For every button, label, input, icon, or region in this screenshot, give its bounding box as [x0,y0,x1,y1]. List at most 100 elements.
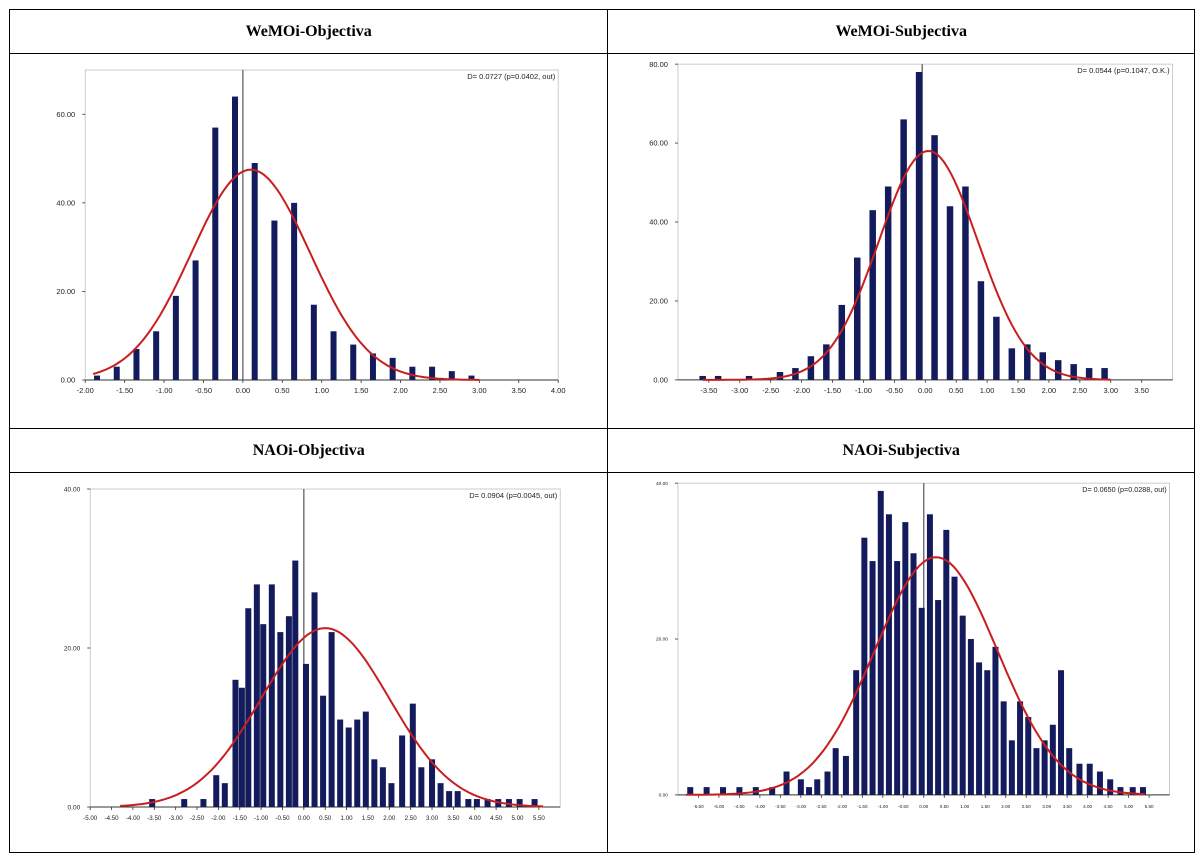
histogram-bar [1050,724,1057,795]
histogram-bar [260,624,267,807]
y-tick-label: 0.00 [68,804,81,811]
histogram-bar [1001,701,1008,795]
histogram-bar [1039,352,1047,380]
histogram-bar [853,670,860,795]
x-tick-label: 1.50 [354,386,369,395]
x-tick-label: 0.00 [236,386,251,395]
normal-fit-curve [703,150,1112,381]
histogram-bar [1009,740,1016,795]
histogram-bar [328,632,335,807]
histogram-bar [473,799,480,807]
x-tick-label: -2.50 [190,815,205,822]
x-tick-label: -4.00 [126,815,141,822]
histogram-bar [687,787,694,795]
histogram-bar [960,615,967,795]
x-tick-label: -3.00 [732,386,749,395]
histogram-bar [231,96,238,381]
histogram-bar [448,371,455,380]
x-tick-label: 0.00 [298,815,311,822]
x-tick-label: -3.00 [796,804,807,809]
histogram-bar [992,646,999,795]
x-tick-label: -2.00 [837,804,848,809]
histogram-bar [113,366,120,380]
x-tick-label: 4.00 [469,815,482,822]
y-tick-label: 0.00 [654,376,669,385]
histogram-bar [1055,360,1062,380]
histogram-bar [245,608,252,807]
x-tick-label: -1.50 [116,386,133,395]
panel-wemoi-subjectiva: 0.00 20.00 40.00 60.00 80.00 -3.50 -3.00 -2.50 -… [607,53,1195,429]
x-tick-label: 2.00 [393,386,408,395]
histogram-chart-wemoi-objectiva: 0.00 20.00 40.00 60.00 -2.00 -1.50 -1.00 -0.50 0… [56,69,566,395]
histogram-bar [1017,701,1024,795]
histogram-bar [1033,748,1040,795]
plot-frame [677,63,1174,381]
panel-header-naoi-objectiva: NAOi-Objectiva [8,428,609,473]
x-tick-label: -5.00 [83,815,98,822]
histogram-bar [861,537,868,795]
histogram-bar [371,759,378,807]
x-tick-label: -3.50 [701,386,718,395]
histogram-bar [221,783,228,807]
x-tick-label: -2.00 [77,386,94,395]
panel-wemoi-objectiva: 0.00 20.00 40.00 60.00 -2.00 -1.50 -1.00 -0.50 0… [8,53,609,429]
histogram-bar [746,375,753,380]
ks-test-annotation: D= 0.0544 (p=0.1047, O.K.) [1078,66,1171,75]
histogram-bar [277,632,284,807]
histogram-bar [1024,344,1031,380]
x-tick-label: -1.00 [855,386,872,395]
y-tick-label: 60.00 [56,110,75,119]
histogram-bar [798,779,805,795]
y-tick-label: 0.00 [659,793,669,799]
histogram-bar [968,639,975,795]
histogram-bar [935,600,942,795]
histogram-bar [962,186,970,380]
histogram-bar [133,349,140,380]
histogram-bar [978,281,985,380]
histogram-bar [320,695,327,807]
x-tick-label: 1.00 [314,386,329,395]
histogram-bar [399,735,406,807]
ks-test-annotation: D= 0.0904 (p=0.0045, out) [469,491,557,500]
histogram-bar [200,799,207,807]
histogram-bar [931,135,939,380]
x-tick-label: 5.50 [533,815,546,822]
x-tick-label: -5.50 [694,804,705,809]
x-tick-label: 1.50 [1011,386,1026,395]
figure-table: WeMOi-Objectiva WeMOi-Subjectiva 0.00 20.… [8,9,1195,853]
y-tick-label: 20.00 [64,645,81,652]
x-tick-label: -5.00 [714,804,725,809]
x-tick-label: -3.50 [147,815,162,822]
histogram-bar [311,592,318,807]
x-tick-label: -4.50 [105,815,120,822]
normal-fit-curve [686,556,1146,796]
histogram-bar [947,206,954,380]
histogram-bar [894,561,901,795]
histogram-bar [823,344,831,380]
histogram-bar [345,727,352,807]
histogram-bar [172,295,179,380]
histogram-bar [699,375,707,380]
x-tick-label: 1.00 [341,815,354,822]
histogram-bar [369,353,376,380]
x-tick-label: 0.50 [940,804,949,809]
histogram-bar [919,607,926,795]
y-tick-label: 0.00 [61,376,76,385]
histogram-bar [310,304,317,380]
x-tick-label: 1.50 [362,815,375,822]
histogram-bar [704,787,711,795]
x-tick-label: 3.50 [447,815,460,822]
histogram-bar [736,787,743,795]
histogram-bar [976,662,983,795]
y-tick-label: 40.00 [64,486,81,493]
x-tick-label: 3.00 [1043,804,1052,809]
x-tick-label: 4.50 [1104,804,1113,809]
x-tick-label: 2.50 [1022,804,1031,809]
histogram-bar [1101,368,1109,380]
x-tick-label: -1.50 [858,804,869,809]
x-tick-label: -3.00 [169,815,184,822]
x-tick-label: 2.50 [1073,386,1088,395]
histogram-bar [1086,368,1093,380]
y-tick-label: 40.00 [656,481,668,487]
histogram-bar [824,771,831,795]
